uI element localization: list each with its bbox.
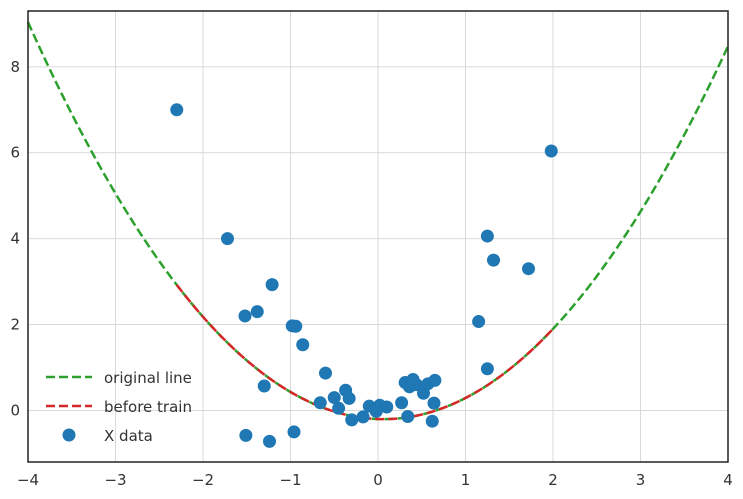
data-point xyxy=(380,400,394,414)
y-tick-label: 4 xyxy=(10,230,20,248)
data-point xyxy=(522,262,535,276)
data-point xyxy=(427,396,441,410)
data-point xyxy=(342,391,356,405)
data-point xyxy=(332,401,346,415)
data-point xyxy=(289,319,303,333)
data-point xyxy=(287,425,301,439)
legend-swatch-x-data xyxy=(62,428,76,442)
data-point xyxy=(480,362,494,376)
x-tick-label: −3 xyxy=(104,471,126,489)
data-point xyxy=(319,366,332,380)
x-tick-label: −4 xyxy=(17,471,39,489)
y-tick-label: 2 xyxy=(10,316,20,334)
data-point xyxy=(221,232,234,246)
y-tick-label: 8 xyxy=(10,58,20,76)
data-point xyxy=(327,391,341,405)
data-point xyxy=(356,410,370,424)
x-tick-label: −2 xyxy=(192,471,214,489)
data-point xyxy=(170,103,184,117)
y-tick-label: 0 xyxy=(10,401,20,419)
y-tick-label: 6 xyxy=(10,144,20,162)
legend: original line before train X data xyxy=(46,369,192,445)
data-point xyxy=(395,396,409,410)
x-tick-label: −1 xyxy=(279,471,301,489)
data-point xyxy=(472,315,486,329)
x-tick-label: 0 xyxy=(373,471,383,489)
data-point xyxy=(238,309,252,323)
data-point xyxy=(544,144,558,158)
data-point xyxy=(313,396,327,410)
x-tick-label: 1 xyxy=(461,471,471,489)
x-tick-label: 3 xyxy=(636,471,646,489)
series-line-before-train xyxy=(175,284,554,421)
data-point xyxy=(257,379,271,393)
data-point xyxy=(345,413,359,427)
plot-frame xyxy=(27,10,729,463)
data-point xyxy=(487,253,500,267)
x-tick-label: 2 xyxy=(548,471,558,489)
data-point xyxy=(265,278,279,292)
legend-label-before-train: before train xyxy=(104,398,192,416)
data-point xyxy=(250,305,264,319)
data-point xyxy=(263,434,276,448)
data-point xyxy=(239,428,253,442)
data-point xyxy=(401,409,415,423)
x-tick-label: 4 xyxy=(723,471,733,489)
grid-lines xyxy=(27,11,729,462)
data-points xyxy=(170,103,558,448)
data-point xyxy=(425,414,439,428)
legend-label-x-data: X data xyxy=(104,427,153,445)
legend-label-original-line: original line xyxy=(104,369,192,387)
tick-labels: −4 −3 −2 −1 0 1 2 3 4 0 2 4 6 8 xyxy=(10,58,732,489)
data-point xyxy=(428,373,442,387)
data-point xyxy=(369,404,383,418)
data-point xyxy=(296,338,310,352)
data-point xyxy=(410,378,423,392)
data-point xyxy=(480,229,494,243)
